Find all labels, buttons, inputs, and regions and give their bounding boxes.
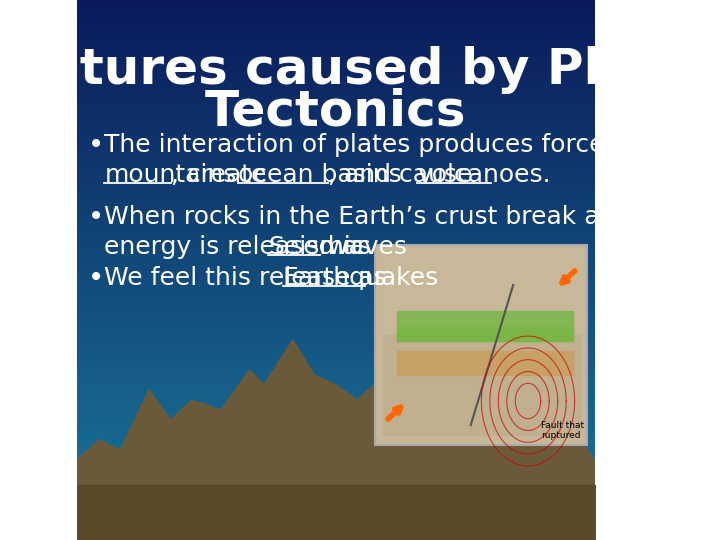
Text: energy is released as: energy is released as [104,235,379,259]
Text: When rocks in the Earth’s crust break and move the: When rocks in the Earth’s crust break an… [104,205,720,229]
Bar [375,245,588,445]
Text: Fault that
ruptured: Fault that ruptured [541,421,584,441]
Text: mountains: mountains [104,163,237,187]
Polygon shape [77,340,595,540]
Polygon shape [77,395,595,540]
Polygon shape [397,311,573,341]
Text: Features caused by Plate: Features caused by Plate [0,46,692,94]
Text: •: • [88,203,104,231]
Text: volcanoes.: volcanoes. [417,163,551,187]
Polygon shape [397,351,573,375]
Text: Seismic: Seismic [268,235,364,259]
Text: waves: waves [320,235,407,259]
Text: Earthquakes: Earthquakes [283,266,439,290]
Text: •: • [88,264,104,292]
Polygon shape [397,327,573,341]
Text: •: • [88,131,104,159]
Text: ocean basins: ocean basins [238,163,402,187]
Text: We feel this release as: We feel this release as [104,266,395,290]
Text: Tectonics: Tectonics [205,88,467,136]
Text: The interaction of plates produces forces that build: The interaction of plates produces force… [104,133,720,157]
Text: , and cause: , and cause [328,163,480,187]
Text: , create: , create [171,163,275,187]
Polygon shape [382,335,580,435]
